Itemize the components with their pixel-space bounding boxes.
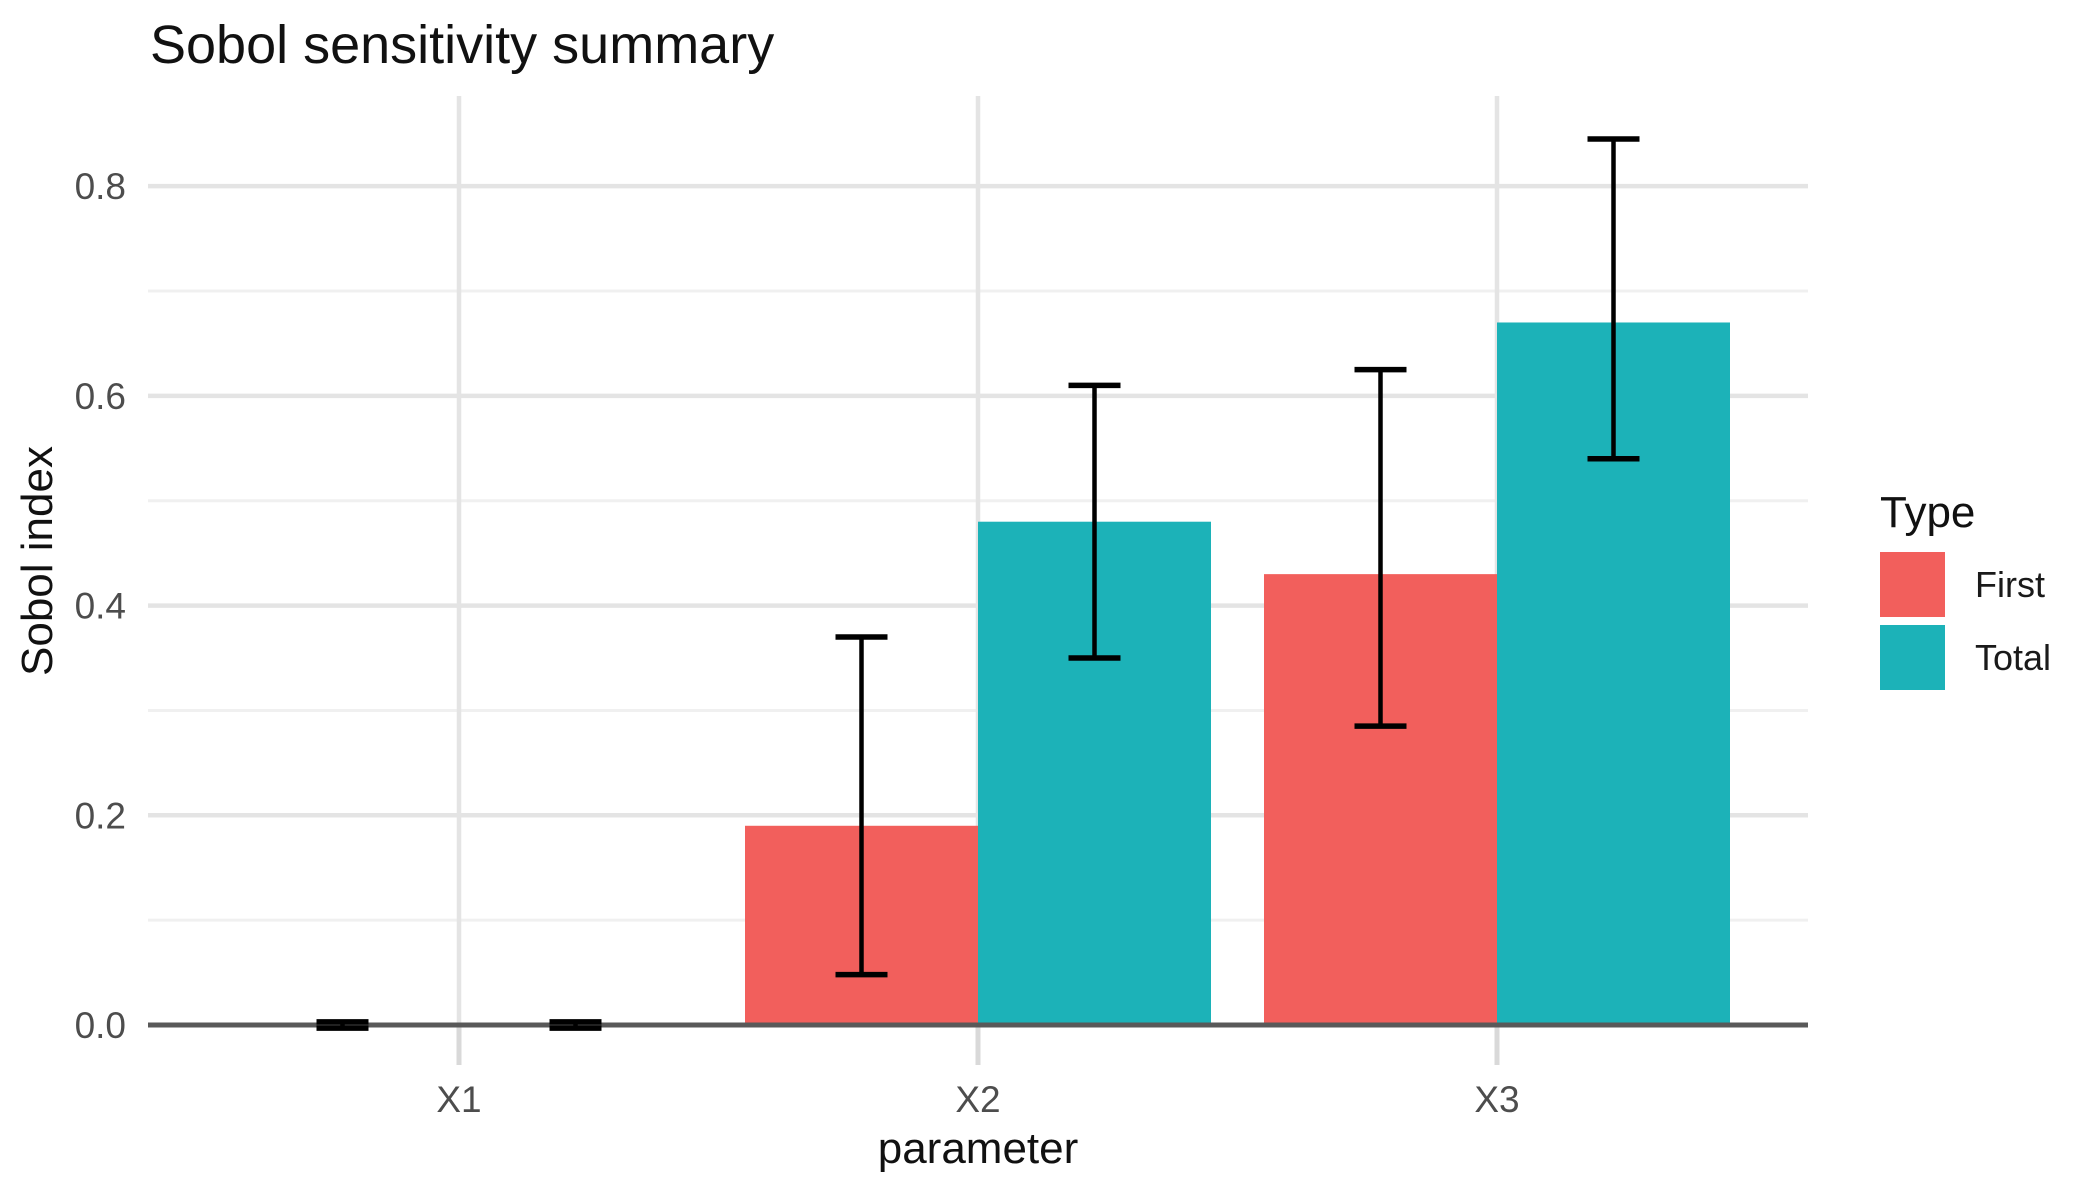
x-axis-title: parameter <box>877 1124 1079 1173</box>
legend-items: First Total <box>1880 552 2051 690</box>
x-tick-label-X1: X1 <box>436 1079 481 1120</box>
x-tick-label-X3: X3 <box>1474 1079 1519 1120</box>
legend: Type First Total <box>1880 488 2051 698</box>
y-tick-label-0.4: 0.4 <box>75 586 126 627</box>
legend-swatch-first <box>1880 552 1945 617</box>
chart-title: Sobol sensitivity summary <box>150 15 775 75</box>
x-tick-label-X2: X2 <box>955 1079 1000 1120</box>
legend-item-first: First <box>1880 552 2051 617</box>
y-tick-label-0.2: 0.2 <box>75 795 126 836</box>
y-tick-label-0.8: 0.8 <box>75 166 126 207</box>
y-tick-label-0.0: 0.0 <box>75 1005 126 1046</box>
legend-swatch-total <box>1880 625 1945 690</box>
legend-item-total: Total <box>1880 625 2051 690</box>
y-tick-label-0.6: 0.6 <box>75 376 126 417</box>
legend-title: Type <box>1880 488 1976 537</box>
legend-label-total: Total <box>1975 636 2052 678</box>
legend-label-first: First <box>1975 563 2045 605</box>
